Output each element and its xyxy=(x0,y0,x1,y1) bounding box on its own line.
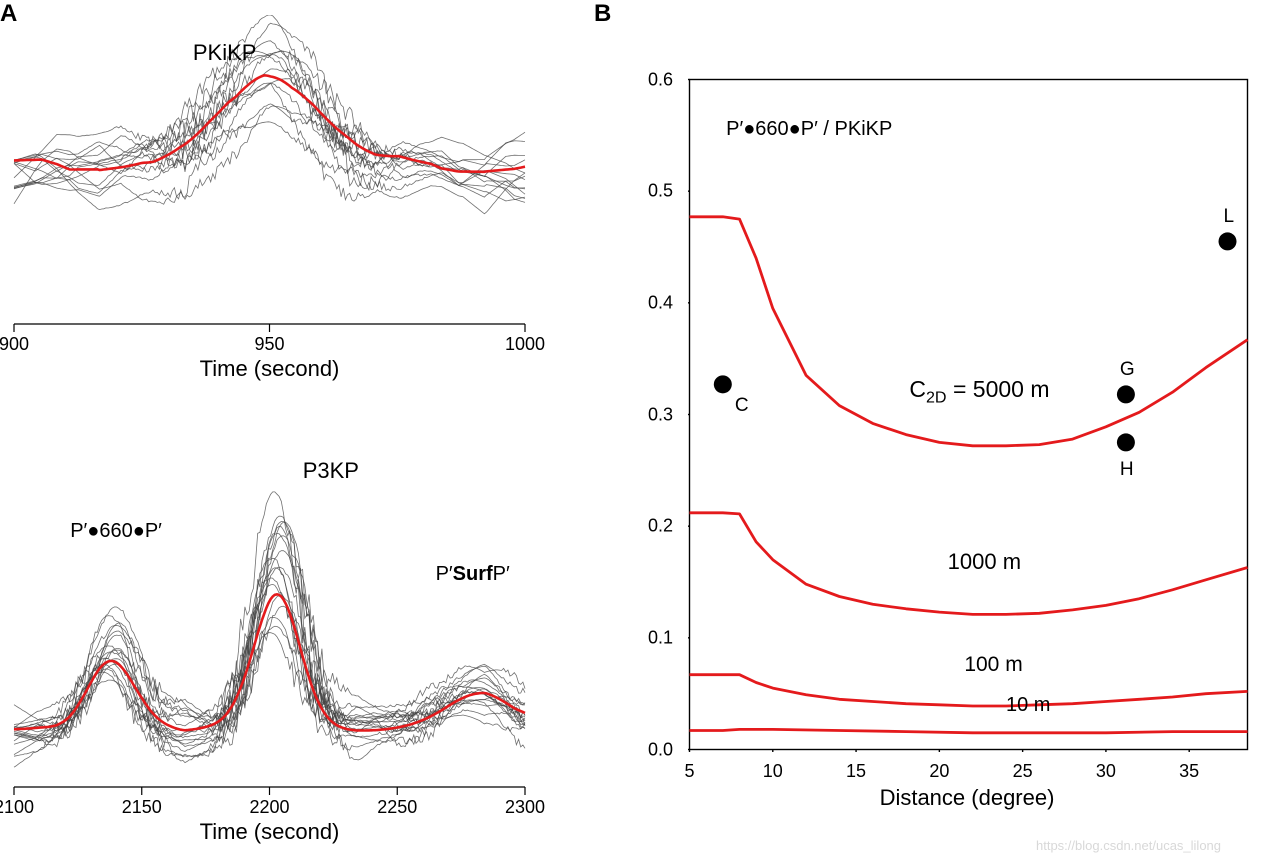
ytick-label: 0.0 xyxy=(635,739,673,760)
annotation: PKiKP xyxy=(193,40,257,66)
annotation: P′SurfP′ xyxy=(436,563,510,586)
curve-label: 1000 m xyxy=(948,549,1021,575)
ytick-label: 0.5 xyxy=(635,181,673,202)
annotation: P3KP xyxy=(303,458,359,484)
xtick-label: 35 xyxy=(1179,761,1199,782)
panel-a-bottom-chart xyxy=(10,428,529,843)
xtick-label: 25 xyxy=(1013,761,1033,782)
curve-label: 100 m xyxy=(964,653,1022,677)
xtick-label: 5 xyxy=(684,761,694,782)
panel-a-top-xlabel: Time (second) xyxy=(190,356,350,382)
scatter-label: H xyxy=(1120,459,1134,481)
xtick-label: 15 xyxy=(846,761,866,782)
xtick-label: 900 xyxy=(0,334,29,355)
xtick-label: 2250 xyxy=(377,797,417,818)
scatter-label: G xyxy=(1120,359,1135,381)
panel-letter-b: B xyxy=(594,0,611,28)
xtick-label: 20 xyxy=(929,761,949,782)
xtick-label: 10 xyxy=(763,761,783,782)
curve-label: 10 m xyxy=(1006,694,1050,717)
xtick-label: 2200 xyxy=(249,797,289,818)
xtick-label: 950 xyxy=(254,334,284,355)
scatter-label: L xyxy=(1224,206,1235,228)
ytick-label: 0.6 xyxy=(635,69,673,90)
curve-label: C2D = 5000 m xyxy=(909,376,1049,408)
panel-b-xlabel: Distance (degree) xyxy=(872,785,1062,811)
ytick-label: 0.3 xyxy=(635,404,673,425)
scatter-label: C xyxy=(735,395,749,417)
xtick-label: 1000 xyxy=(505,334,545,355)
panel-a-bottom-xlabel: Time (second) xyxy=(190,819,350,845)
watermark-text: https://blog.csdn.net/ucas_lilong xyxy=(1036,838,1221,853)
ytick-label: 0.4 xyxy=(635,292,673,313)
panel-b-title: P′●660●P′ / PKiKP xyxy=(726,118,892,141)
xtick-label: 2100 xyxy=(0,797,34,818)
ytick-label: 0.1 xyxy=(635,627,673,648)
xtick-label: 30 xyxy=(1096,761,1116,782)
panel-b-chart xyxy=(688,78,1250,752)
xtick-label: 2300 xyxy=(505,797,545,818)
xtick-label: 2150 xyxy=(122,797,162,818)
ytick-label: 0.2 xyxy=(635,516,673,537)
panel-a-top-chart xyxy=(10,15,529,380)
annotation: P′●660●P′ xyxy=(70,520,162,543)
